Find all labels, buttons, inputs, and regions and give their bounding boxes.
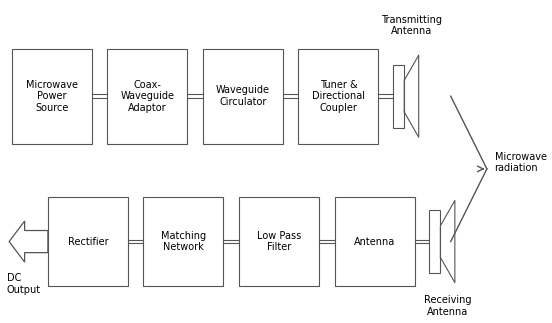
FancyBboxPatch shape — [48, 197, 128, 286]
Text: Low Pass
Filter: Low Pass Filter — [257, 231, 301, 252]
Text: Matching
Network: Matching Network — [161, 231, 206, 252]
FancyArrow shape — [9, 221, 48, 262]
FancyBboxPatch shape — [144, 197, 224, 286]
Text: Receiving
Antenna: Receiving Antenna — [424, 295, 471, 317]
FancyBboxPatch shape — [335, 197, 415, 286]
FancyBboxPatch shape — [203, 49, 283, 144]
FancyBboxPatch shape — [12, 49, 92, 144]
FancyBboxPatch shape — [393, 65, 404, 128]
FancyBboxPatch shape — [299, 49, 379, 144]
Text: Antenna: Antenna — [354, 236, 395, 246]
FancyBboxPatch shape — [107, 49, 187, 144]
Text: Rectifier: Rectifier — [67, 236, 108, 246]
FancyBboxPatch shape — [239, 197, 319, 286]
Text: Tuner &
Directional
Coupler: Tuner & Directional Coupler — [312, 79, 365, 113]
Text: Waveguide
Circulator: Waveguide Circulator — [216, 85, 270, 107]
Text: Coax-
Waveguide
Adaptor: Coax- Waveguide Adaptor — [120, 79, 174, 113]
Text: DC
Output: DC Output — [7, 273, 41, 295]
FancyBboxPatch shape — [429, 210, 440, 273]
Text: Transmitting
Antenna: Transmitting Antenna — [381, 15, 442, 36]
Text: Microwave
radiation: Microwave radiation — [495, 152, 546, 173]
Text: Microwave
Power
Source: Microwave Power Source — [26, 79, 78, 113]
